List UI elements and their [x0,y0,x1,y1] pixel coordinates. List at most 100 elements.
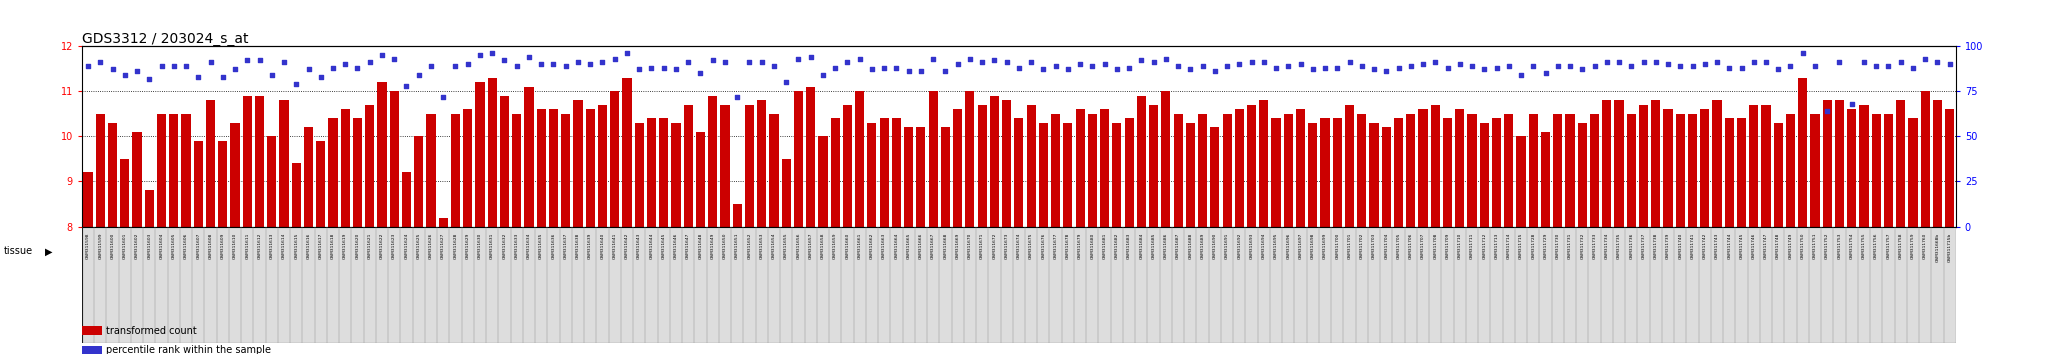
Bar [1675,114,1686,354]
Point [219,67,252,72]
Text: GSM311707: GSM311707 [1421,233,1425,259]
Text: GSM311642: GSM311642 [625,233,629,259]
Point [1038,63,1071,69]
Point [317,65,350,70]
Point [1004,65,1034,70]
Bar [1272,118,1280,354]
Point [256,72,289,78]
Bar [915,127,926,354]
Text: GSM311614: GSM311614 [283,233,287,259]
Bar [928,91,938,354]
Point [1272,63,1305,69]
Point [1933,61,1966,67]
Point [1542,63,1575,69]
Text: GSM311638: GSM311638 [575,233,580,259]
Bar [219,141,227,354]
Bar [1210,127,1219,354]
Text: GDS3312 / 203024_s_at: GDS3312 / 203024_s_at [82,32,248,46]
Bar [1346,105,1354,354]
Text: GSM311697: GSM311697 [1298,233,1303,259]
Point [1860,63,1892,69]
Point [1210,63,1243,69]
Bar [696,132,705,354]
Point [231,58,264,63]
Bar [1540,132,1550,354]
Bar [1933,100,1942,354]
Bar [1481,123,1489,354]
Text: GSM311607: GSM311607 [197,233,201,259]
Bar [1921,91,1929,354]
Point [305,74,338,80]
Bar [610,91,618,354]
Text: GSM311744: GSM311744 [1726,233,1731,259]
Text: GSM311668: GSM311668 [944,233,948,259]
Point [1724,65,1757,70]
Bar [831,118,840,354]
Point [1749,59,1782,65]
Bar [1075,109,1085,354]
Text: GSM311673: GSM311673 [1006,233,1008,259]
Point [96,67,129,72]
Text: GSM311633: GSM311633 [514,233,518,259]
Point [598,56,631,62]
Bar [1786,114,1796,354]
Bar [303,127,313,354]
Point [1579,63,1612,69]
Bar [903,127,913,354]
Bar [1626,114,1636,354]
Text: GSM311714: GSM311714 [1507,233,1511,259]
Text: GSM311676: GSM311676 [1040,233,1044,259]
Point [954,56,987,62]
Point [475,50,508,56]
Point [354,59,387,65]
Text: GSM311660: GSM311660 [846,233,850,259]
Bar [1798,78,1806,354]
Text: GSM311702: GSM311702 [1360,233,1364,259]
Point [1137,59,1169,65]
Text: GSM311672: GSM311672 [993,233,997,259]
Text: GSM311689: GSM311689 [1200,233,1204,259]
Point [1124,58,1157,63]
Text: GSM311749: GSM311749 [1788,233,1792,259]
Bar [1614,100,1624,354]
Point [72,63,104,69]
Text: GSM311602: GSM311602 [135,233,139,259]
Text: GSM311677: GSM311677 [1053,233,1057,259]
Point [795,54,827,60]
Bar [573,100,582,354]
Bar [1432,105,1440,354]
Bar [647,118,655,354]
Point [1407,61,1440,67]
Bar [1419,109,1427,354]
Point [512,54,545,60]
Text: GSM311609: GSM311609 [221,233,225,259]
Text: GSM311675: GSM311675 [1030,233,1032,259]
Bar [1909,118,1917,354]
Text: GSM311615: GSM311615 [295,233,299,259]
Text: GSM311655: GSM311655 [784,233,788,259]
Bar [879,118,889,354]
Bar [170,114,178,354]
Point [659,67,692,72]
Text: GSM311730: GSM311730 [1556,233,1561,259]
Text: GSM311629: GSM311629 [465,233,469,259]
Text: GSM311631: GSM311631 [489,233,494,259]
Point [573,61,606,67]
Text: GSM311630: GSM311630 [477,233,481,259]
Point [1026,67,1059,72]
Bar [1161,91,1171,354]
Bar [721,105,729,354]
Point [918,56,950,62]
Point [195,59,227,65]
Bar [1663,109,1673,354]
Point [170,63,203,69]
Text: GSM311758: GSM311758 [1898,233,1903,259]
Text: GSM311650: GSM311650 [723,233,727,259]
Text: GSM311601: GSM311601 [123,233,127,259]
Text: GSM311759: GSM311759 [1911,233,1915,259]
Bar [1896,100,1905,354]
Point [942,61,975,67]
Point [524,61,557,67]
Point [1186,63,1219,69]
Bar [1382,127,1391,354]
